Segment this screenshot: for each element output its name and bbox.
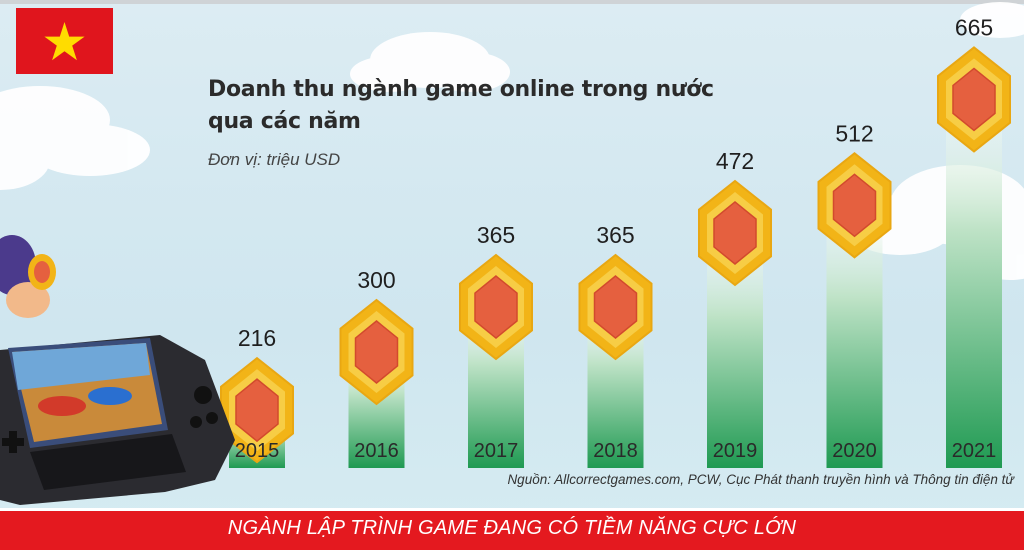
chart-subtitle: Đơn vị: triệu USD	[208, 150, 341, 169]
coin-marker-center	[354, 320, 399, 384]
coin-marker-center	[832, 173, 877, 238]
x-tick-label: 2019	[713, 440, 758, 462]
x-tick-label: 2016	[354, 440, 399, 462]
x-tick-label: 2015	[235, 440, 280, 462]
data-label: 300	[357, 267, 395, 293]
top-divider	[0, 0, 1024, 4]
handheld-console-illustration	[0, 235, 235, 505]
source-note: Nguồn: Allcorrectgames.com, PCW, Cục Phá…	[507, 472, 1014, 487]
coin-marker-center	[713, 201, 757, 265]
data-label: 512	[835, 120, 873, 146]
data-label: 365	[596, 222, 634, 248]
bar	[946, 99, 1002, 469]
banner-text: NGÀNH LẬP TRÌNH GAME ĐANG CÓ TIỀM NĂNG C…	[227, 517, 797, 539]
data-label: 216	[238, 325, 276, 351]
coin-marker-center	[593, 275, 638, 339]
coin-marker-center	[474, 275, 518, 339]
coin-marker-center	[952, 67, 996, 132]
x-tick-label: 2021	[952, 440, 997, 462]
bottom-banner: NGÀNH LẬP TRÌNH GAME ĐANG CÓ TIỀM NĂNG C…	[0, 508, 1024, 550]
coin-marker-center	[235, 378, 279, 443]
x-tick-label: 2018	[593, 440, 638, 462]
data-label: 472	[716, 148, 754, 174]
x-tick-label: 2017	[474, 440, 519, 462]
chart-title: Doanh thu ngành game online trong nước q…	[208, 77, 714, 134]
data-label: 665	[955, 14, 993, 40]
data-label: 365	[477, 222, 515, 248]
vietnam-flag-icon	[16, 8, 113, 74]
x-tick-label: 2020	[832, 440, 877, 462]
